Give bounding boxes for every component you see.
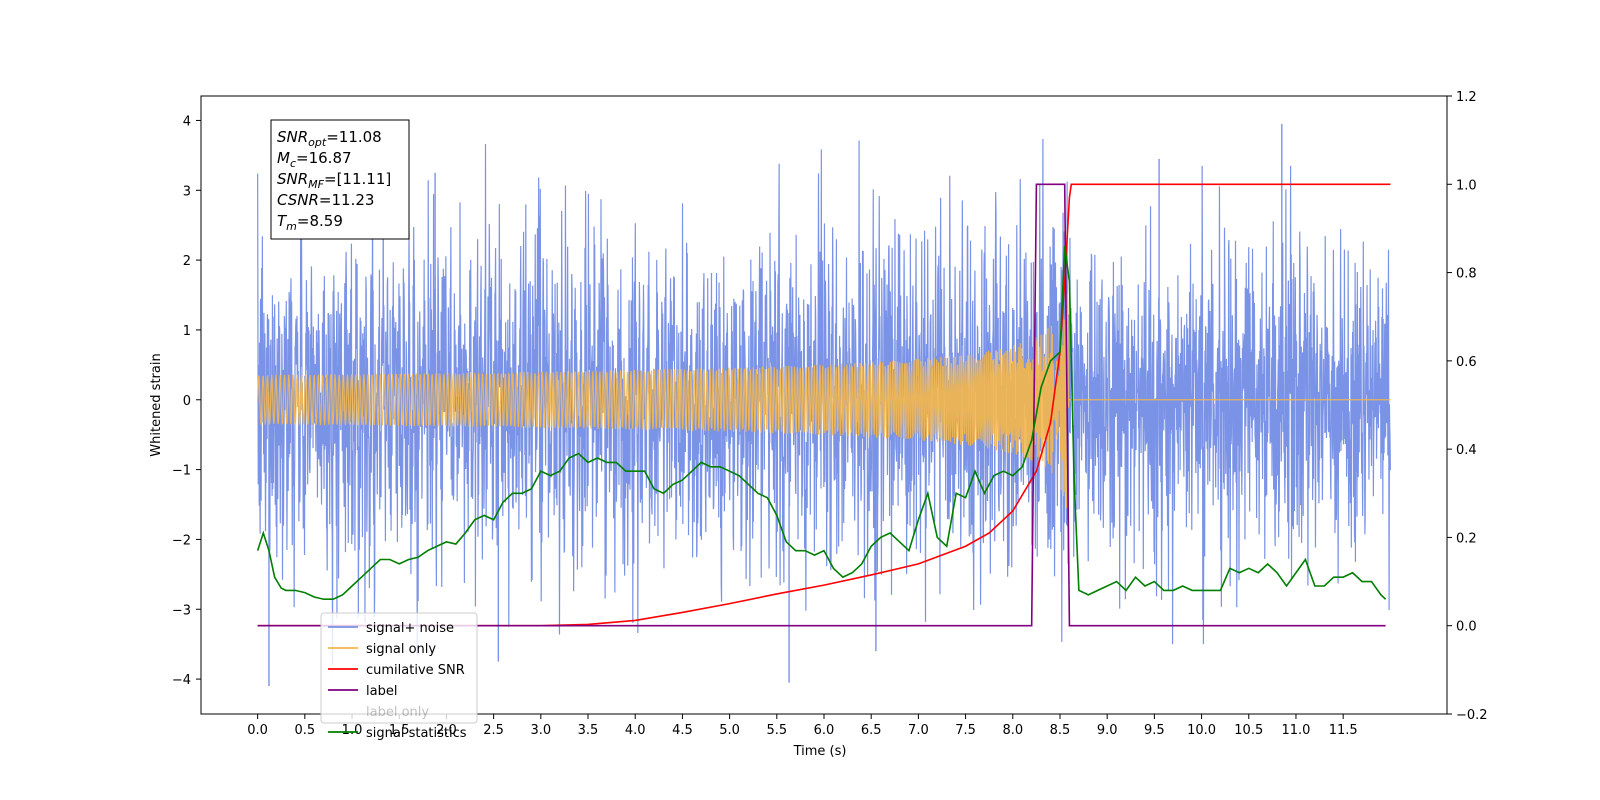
x-tick-label: 2.0 (436, 723, 457, 738)
x-tick-label: 0.0 (247, 723, 268, 738)
x-tick-label: 0.5 (294, 723, 315, 738)
series-label-line (257, 183, 1386, 627)
annotation-box-frame (270, 119, 410, 240)
legend-label: label (366, 684, 397, 699)
y-left-tick-label: −1 (172, 464, 191, 479)
x-tick-label: 10.0 (1187, 723, 1216, 738)
annotation-value: =8.59 (297, 212, 343, 230)
annotation-subscript: c (290, 157, 296, 170)
x-tick-label: 11.0 (1281, 723, 1310, 738)
series-signal-noise-line (257, 138, 1391, 666)
y-left-tick-label: 2 (183, 254, 191, 269)
annotation-line: SNRopt=11.08 (277, 128, 382, 149)
series-signal-statistics-line (256, 245, 1387, 601)
y-left-tick-label: −4 (172, 673, 191, 688)
x-tick-label: 5.5 (766, 723, 787, 738)
y-left-tick-label: 3 (183, 184, 191, 199)
annotation-symbol: M (277, 149, 290, 167)
x-tick-label: 6.0 (814, 723, 835, 738)
x-tick-label: 1.5 (389, 723, 410, 738)
annotation-symbol: T (277, 212, 288, 230)
annotation-subscript: MF (308, 178, 324, 191)
y-right-tick-label: 0.0 (1456, 620, 1477, 635)
y-right-tick-label: 1.0 (1456, 178, 1477, 193)
x-tick-label: 6.5 (861, 723, 882, 738)
y-left-tick-label: 0 (183, 394, 191, 409)
legend-label: signal only (366, 642, 436, 657)
legend: signal+ noise signal only cumilative SNR la… (320, 612, 478, 741)
y-left-tick-label: −3 (172, 603, 191, 618)
annotation-symbol: SNR (277, 170, 308, 188)
x-tick-label: 7.0 (908, 723, 929, 738)
x-tick-label: 11.5 (1329, 723, 1358, 738)
legend-label: signal statistics (366, 726, 467, 741)
y-axis-label: Whitened strain (149, 353, 164, 456)
annotation-line: Tm=8.59 (277, 212, 343, 233)
x-axis-label: Time (s) (793, 744, 847, 759)
annotation-value: =11.23 (319, 191, 375, 209)
annotation-subscript: opt (308, 136, 327, 149)
annotation-box: SNRopt=11.08Mc=16.87SNRMF=[11.11]CSNR=11… (270, 119, 410, 240)
legend-label: label only (366, 705, 429, 720)
x-tick-label: 5.0 (719, 723, 740, 738)
x-tick-label: 3.5 (578, 723, 599, 738)
y-left-tick-label: −2 (172, 533, 191, 548)
x-tick-label: 4.5 (672, 723, 693, 738)
y-right-tick-label: 0.8 (1456, 267, 1477, 282)
x-tick-label: 4.0 (625, 723, 646, 738)
axes-layer: 0.0 0.5 1.0 1.5 2.0 2.5 3.0 3.5 4.0 4.5 5.0 5.5 6.0 6… (172, 90, 1488, 738)
y-right-tick-label: 0.2 (1456, 531, 1477, 546)
x-tick-label: 8.5 (1050, 723, 1071, 738)
x-tick-label: 3.0 (530, 723, 551, 738)
y-right-tick-label: −0.2 (1456, 708, 1488, 723)
x-tick-label: 10.5 (1234, 723, 1263, 738)
x-tick-label: 9.5 (1144, 723, 1165, 738)
x-tick-label: 8.0 (1002, 723, 1023, 738)
annotation-symbol: SNR (277, 128, 308, 146)
x-tick-label: 2.5 (483, 723, 504, 738)
legend-label: cumilative SNR (366, 663, 465, 678)
annotation-line: CSNR=11.23 (277, 191, 374, 209)
y-right-tick-label: 0.4 (1456, 443, 1477, 458)
annotation-value: =11.08 (326, 128, 382, 146)
y-left-tick-label: 1 (183, 324, 191, 339)
legend-frame (320, 612, 478, 724)
annotation-value: =16.87 (296, 149, 352, 167)
annotation-line: Mc=16.87 (277, 149, 352, 170)
series-layer (256, 123, 1391, 687)
annotation-line: SNRMF=[11.11] (277, 170, 391, 191)
y-left-tick-label: 4 (183, 114, 191, 129)
legend-label: signal+ noise (366, 621, 454, 636)
y-right-tick-label: 1.2 (1456, 90, 1477, 105)
annotation-value: =[11.11] (324, 170, 391, 188)
y-right-tick-label: 0.6 (1456, 355, 1477, 370)
series-cumulative-snr-line (257, 183, 1391, 627)
x-tick-label: 9.0 (1097, 723, 1118, 738)
x-tick-label: 7.5 (955, 723, 976, 738)
annotation-symbol: CSNR (277, 191, 319, 209)
x-tick-label: 1.0 (342, 723, 363, 738)
annotation-subscript: m (286, 220, 297, 233)
series-signal-only-line (257, 293, 1391, 509)
